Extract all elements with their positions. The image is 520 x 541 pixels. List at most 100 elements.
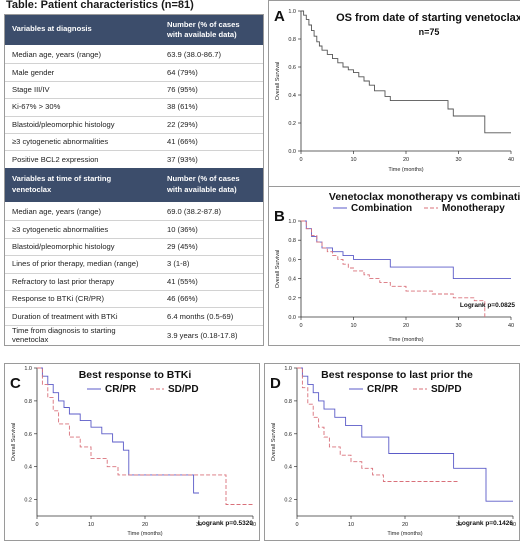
row-label: Stage III/IV <box>12 84 50 94</box>
km-chart-a: 0 10 20 30 40 0.0 0.2 0.4 0.6 0.8 1.0 Time (months)… <box>274 8 520 173</box>
row-label: venetoclax <box>12 335 49 345</box>
row-label: Response to BTKi (CR/PR) <box>12 294 104 304</box>
header-variables-at-start-line2: venetoclax <box>12 185 52 194</box>
row-value: 76 (95%) <box>167 84 198 94</box>
y-tick-label: 0.2 <box>288 296 296 302</box>
table-row: Refractory to last prior therapy 41 (55%) <box>5 273 263 291</box>
y-tick-label: 0.2 <box>288 121 296 127</box>
y-tick-label: 0.2 <box>24 498 32 504</box>
legend-label: Combination <box>351 203 412 214</box>
table-header-venetoclax: Variables at time of starting venetoclax… <box>5 168 263 202</box>
x-tick-label: 20 <box>403 323 409 329</box>
legend-label: CR/PR <box>105 384 137 395</box>
y-axis-label: Overall Survival <box>275 62 281 101</box>
x-axis-label: Time (months) <box>388 337 423 343</box>
y-tick-label: 0.4 <box>24 465 32 471</box>
header-number2-line1: Number (% of cases <box>167 174 240 183</box>
x-tick-label: 30 <box>455 157 461 163</box>
logrank-text: Logrank p=0.1426 <box>458 520 513 527</box>
x-tick-label: 30 <box>196 522 202 528</box>
chart-panel-d: 0 10 20 30 40 0.2 0.4 0.6 0.8 1.0 Time (months) Ove… <box>264 363 520 541</box>
x-tick-label: 30 <box>456 522 462 528</box>
table-row: Median age, years (range) 63.9 (38.0-86.7… <box>5 46 263 65</box>
x-tick-label: 20 <box>403 157 409 163</box>
x-axis-label: Time (months) <box>127 531 162 537</box>
row-label: Blastoid/pleomorphic histology <box>12 119 115 129</box>
table-row: Time from diagnosis to starting venetocla… <box>5 325 263 345</box>
row-value: 64 (79%) <box>167 67 198 77</box>
row-label: Blastoid/pleomorphic histology <box>12 241 115 251</box>
row-value: 41 (55%) <box>167 276 198 286</box>
x-tick-label: 20 <box>142 522 148 528</box>
logrank-text: Logrank p=0.5320 <box>198 520 253 527</box>
chart-title: OS from date of starting venetoclax <box>336 12 520 24</box>
y-tick-label: 1.0 <box>284 366 292 372</box>
x-tick-label: 40 <box>508 157 514 163</box>
x-axis-label: Time (months) <box>387 531 422 537</box>
survival-curve-combination <box>301 220 511 280</box>
row-label: ≥3 cytogenetic abnormalities <box>12 137 109 147</box>
x-tick-label: 40 <box>250 522 256 528</box>
legend-label: SD/PD <box>431 384 462 395</box>
table-header-diagnosis: Variables at diagnosis Number (% of case… <box>5 15 263 45</box>
y-axis-label: Overall Survival <box>275 250 281 289</box>
table-row: Ki-67% > 30% 38 (61%) <box>5 98 263 117</box>
row-label: Positive BCL2 expression <box>12 154 99 164</box>
y-tick-label: 0.4 <box>288 93 296 99</box>
legend-label: CR/PR <box>367 384 399 395</box>
row-value: 37 (93%) <box>167 154 198 164</box>
km-chart-d: 0 10 20 30 40 0.2 0.4 0.6 0.8 1.0 Time (months) Ove… <box>270 366 516 537</box>
x-tick-label: 10 <box>350 323 356 329</box>
row-value: 38 (61%) <box>167 102 198 112</box>
row-label: Male gender <box>12 67 55 77</box>
y-tick-label: 0.8 <box>24 399 32 405</box>
y-tick-label: 0.6 <box>24 432 32 438</box>
chart-title: Venetoclax monotherapy vs combination <box>329 191 520 203</box>
x-tick-label: 0 <box>295 522 298 528</box>
header-variables-at-diagnosis: Variables at diagnosis <box>12 24 92 33</box>
survival-curve-sd-pd <box>297 367 459 482</box>
row-value: 6.4 months (0.5-69) <box>167 311 234 321</box>
panel-letter: C <box>10 375 21 392</box>
x-tick-label: 10 <box>348 522 354 528</box>
x-tick-label: 0 <box>299 157 302 163</box>
chart-subtitle: n=75 <box>419 27 440 37</box>
y-axis-label: Overall Survival <box>271 423 277 462</box>
x-tick-label: 10 <box>350 157 356 163</box>
row-value: 41 (66%) <box>167 137 198 147</box>
table-row: Blastoid/pleomorphic histology 29 (45%) <box>5 238 263 257</box>
km-chart-c: 0 10 20 30 40 0.2 0.4 0.6 0.8 1.0 Time (months) Ove… <box>10 366 256 537</box>
y-tick-label: 0.4 <box>284 465 292 471</box>
y-tick-label: 1.0 <box>288 219 296 225</box>
y-tick-label: 0.0 <box>288 149 296 155</box>
chart-panel-b: 0 10 20 30 40 0.0 0.2 0.4 0.6 0.8 1.0 Time (months)… <box>268 186 520 346</box>
x-tick-label: 10 <box>88 522 94 528</box>
y-tick-label: 0.8 <box>288 238 296 244</box>
y-axis-label: Overall Survival <box>11 423 17 462</box>
table-row: Response to BTKi (CR/PR) 46 (66%) <box>5 290 263 309</box>
survival-curve-monotherapy <box>301 220 486 317</box>
row-label: Lines of prior therapy, median (range) <box>12 259 139 269</box>
row-label: Duration of treatment with BTKi <box>12 311 118 321</box>
y-tick-label: 0.4 <box>288 277 296 283</box>
x-tick-label: 0 <box>299 323 302 329</box>
x-tick-label: 30 <box>455 323 461 329</box>
chart-panel-a: 0 10 20 30 40 0.0 0.2 0.4 0.6 0.8 1.0 Time (months)… <box>268 0 520 187</box>
table-row: Stage III/IV 76 (95%) <box>5 81 263 100</box>
header-number-line2: with available data) <box>167 30 237 39</box>
row-value: 63.9 (38.0-86.7) <box>167 50 222 60</box>
row-label: Ki-67% > 30% <box>12 102 61 112</box>
table-row: ≥3 cytogenetic abnormalities 41 (66%) <box>5 133 263 152</box>
table-row: Lines of prior therapy, median (range) 3 … <box>5 255 263 274</box>
row-value: 22 (29%) <box>167 119 198 129</box>
row-label: Time from diagnosis to starting <box>12 326 116 336</box>
survival-curve-overall <box>301 10 511 134</box>
patient-characteristics-table: Variables at diagnosis Number (% of case… <box>4 14 264 346</box>
row-value: 10 (36%) <box>167 224 198 234</box>
y-tick-label: 0.6 <box>288 257 296 263</box>
table-row: Male gender 64 (79%) <box>5 63 263 82</box>
table-title: Table: Patient characteristics (n=81) <box>6 0 194 11</box>
chart-title: Best response to last prior the <box>321 369 473 381</box>
row-value: 69.0 (38.2-87.8) <box>167 207 222 217</box>
survival-curve-sd-pd <box>37 367 253 505</box>
